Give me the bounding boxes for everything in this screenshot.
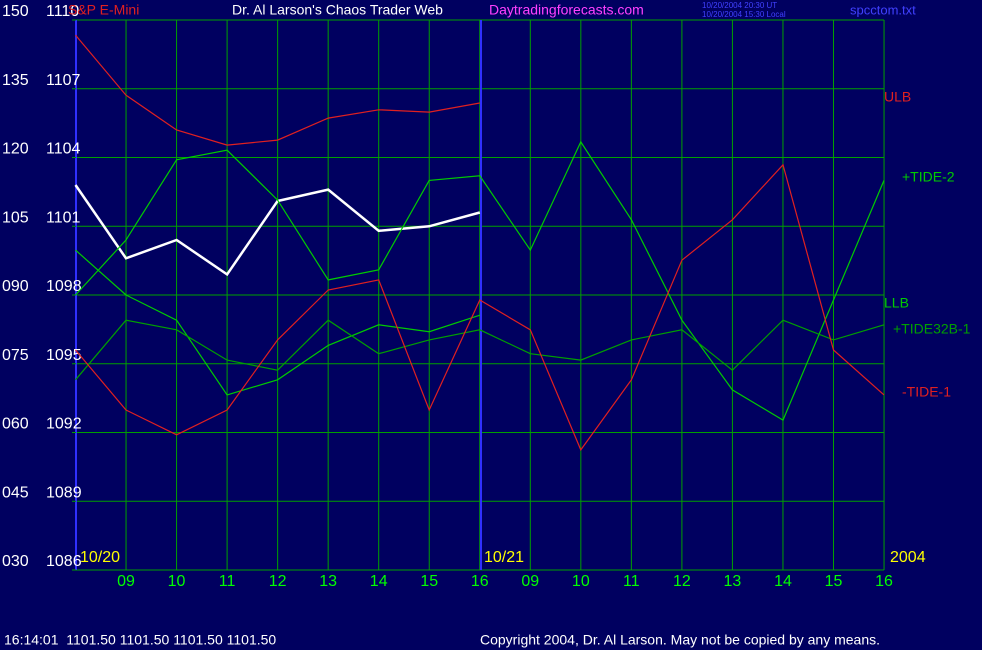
y2-tick-label: 1098 bbox=[46, 278, 82, 295]
x-tick-label: 15 bbox=[420, 573, 438, 590]
y-tick-label: 075 bbox=[2, 347, 29, 364]
series-label: +TIDE32B-1 bbox=[893, 321, 971, 337]
file-name: spcctom.txt bbox=[850, 2, 916, 17]
y2-tick-label: 1095 bbox=[46, 347, 82, 364]
x-tick-label: 10 bbox=[168, 573, 186, 590]
timestamp: 10/20/2004 20:30 UT bbox=[702, 1, 777, 10]
y-tick-label: 120 bbox=[2, 141, 29, 158]
y2-tick-label: 1110 bbox=[46, 3, 79, 20]
y-tick-label: 045 bbox=[2, 484, 29, 501]
x-tick-label: 12 bbox=[673, 573, 691, 590]
timestamp: 10/20/2004 15:30 Local bbox=[702, 10, 786, 19]
x-tick-label: 10 bbox=[572, 573, 590, 590]
x-tick-label: 09 bbox=[117, 573, 135, 590]
y-tick-label: 030 bbox=[2, 553, 29, 570]
date-label: 10/20 bbox=[80, 549, 120, 566]
y2-tick-label: 1089 bbox=[46, 484, 82, 501]
x-tick-label: 09 bbox=[521, 573, 539, 590]
series-line bbox=[75, 163, 885, 452]
series-line bbox=[75, 34, 480, 146]
chart-title: Dr. Al Larson's Chaos Trader Web bbox=[232, 2, 443, 18]
y2-tick-label: 1101 bbox=[46, 209, 81, 226]
series-line bbox=[75, 140, 885, 421]
x-tick-label: 12 bbox=[269, 573, 287, 590]
y-tick-label: 060 bbox=[2, 416, 29, 433]
x-tick-label: 15 bbox=[825, 573, 843, 590]
y-tick-label: 090 bbox=[2, 278, 29, 295]
y2-tick-label: 1107 bbox=[46, 72, 81, 89]
series-label: ULB bbox=[884, 89, 911, 105]
x-tick-label: 11 bbox=[623, 573, 640, 590]
y2-tick-label: 1086 bbox=[46, 553, 82, 570]
x-tick-label: 14 bbox=[774, 573, 792, 590]
series-label: S&P E-Mini bbox=[68, 2, 139, 18]
x-tick-label: 16 bbox=[471, 573, 489, 590]
series-line bbox=[75, 249, 480, 396]
y2-tick-label: 1092 bbox=[46, 416, 82, 433]
x-tick-label: 13 bbox=[724, 573, 742, 590]
y-tick-label: 150 bbox=[2, 3, 29, 20]
series-line bbox=[75, 319, 885, 381]
x-tick-label: 13 bbox=[319, 573, 337, 590]
series-label: -TIDE-1 bbox=[902, 384, 951, 400]
copyright: Copyright 2004, Dr. Al Larson. May not b… bbox=[480, 632, 880, 648]
x-tick-label: 11 bbox=[219, 573, 236, 590]
y2-tick-label: 1104 bbox=[46, 141, 81, 158]
series-label: +TIDE-2 bbox=[902, 169, 955, 185]
y-tick-label: 135 bbox=[2, 72, 29, 89]
status-line: 16:14:01 1101.50 1101.50 1101.50 1101.50 bbox=[4, 632, 276, 648]
date-label: 10/21 bbox=[484, 549, 524, 566]
series-label: LLB bbox=[884, 295, 909, 311]
y-tick-label: 105 bbox=[2, 209, 29, 226]
date-label: 2004 bbox=[890, 549, 926, 566]
site-link[interactable]: Daytradingforecasts.com bbox=[489, 2, 644, 18]
x-tick-label: 16 bbox=[875, 573, 893, 590]
x-tick-label: 14 bbox=[370, 573, 388, 590]
